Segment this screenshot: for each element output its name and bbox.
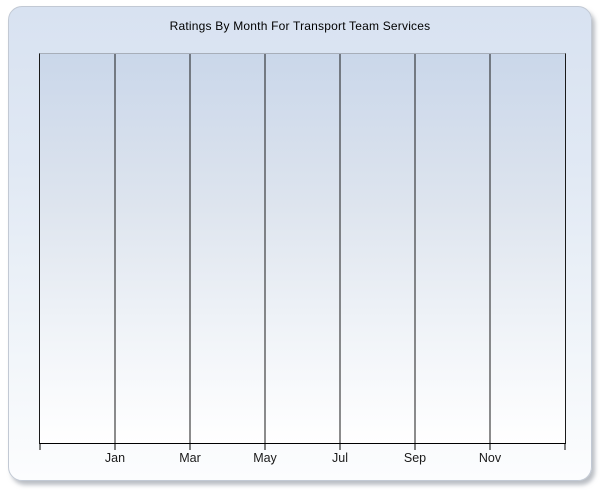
x-axis-label: Nov (478, 451, 502, 465)
x-axis-ticks (39, 444, 566, 450)
x-gridline (264, 54, 266, 443)
x-axis-labels: Jan Mar May Jul Sep Nov (40, 451, 565, 467)
chart-panel: Ratings By Month For Transport Team Serv… (8, 6, 592, 481)
chart-title: Ratings By Month For Transport Team Serv… (169, 19, 431, 33)
x-gridline (189, 54, 191, 443)
x-gridline (114, 54, 116, 443)
x-gridline (489, 54, 491, 443)
x-axis-label: Jan (104, 451, 126, 465)
x-gridline (414, 54, 416, 443)
x-axis-label: Sep (403, 451, 427, 465)
x-axis-tick (114, 444, 116, 450)
x-axis-tick (189, 444, 191, 450)
x-axis-label: Mar (179, 451, 201, 465)
x-axis-label: May (253, 451, 277, 465)
x-axis-tick (414, 444, 416, 450)
x-axis-tick (564, 444, 566, 450)
x-axis-tick (264, 444, 266, 450)
plot-area (39, 53, 566, 444)
x-axis-tick (489, 444, 491, 450)
x-axis-tick (39, 444, 41, 450)
x-axis-tick (339, 444, 341, 450)
x-axis-label: Jul (332, 451, 348, 465)
x-gridline (339, 54, 341, 443)
